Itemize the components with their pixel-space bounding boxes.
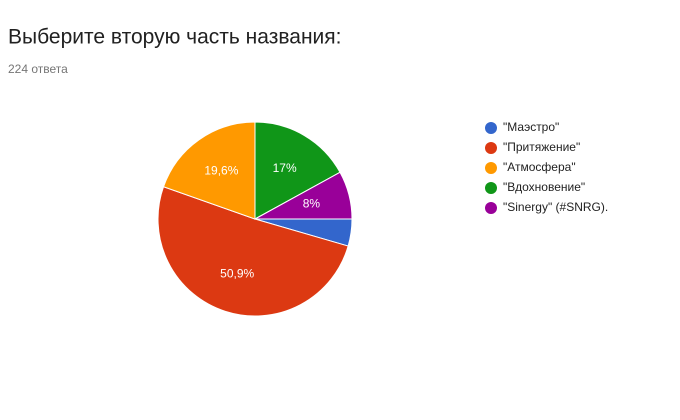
legend-swatch <box>485 162 497 174</box>
legend-swatch <box>485 122 497 134</box>
slice-label: 50,9% <box>220 267 254 281</box>
legend-swatch <box>485 202 497 214</box>
pie-slice <box>254 121 341 220</box>
legend-label: "Маэстро" <box>503 120 559 134</box>
slice-label: 19,6% <box>204 164 238 178</box>
legend-label: "Sinergy" (#SNRG). <box>503 200 608 214</box>
chart-title: Выберите вторую часть названия: <box>8 26 341 49</box>
legend-swatch <box>485 182 497 194</box>
legend-label: "Вдохновение" <box>503 180 585 194</box>
slice-label: 17% <box>273 161 297 175</box>
pie-slice <box>157 186 349 317</box>
pie-slice <box>254 171 353 220</box>
slice-label: 8% <box>303 197 321 211</box>
legend-label: "Притяжение" <box>503 140 580 154</box>
pie-slice <box>162 121 256 220</box>
chart-subtitle: 224 ответа <box>8 62 68 76</box>
legend-swatch <box>485 142 497 154</box>
legend-label: "Атмосфера" <box>503 160 576 174</box>
